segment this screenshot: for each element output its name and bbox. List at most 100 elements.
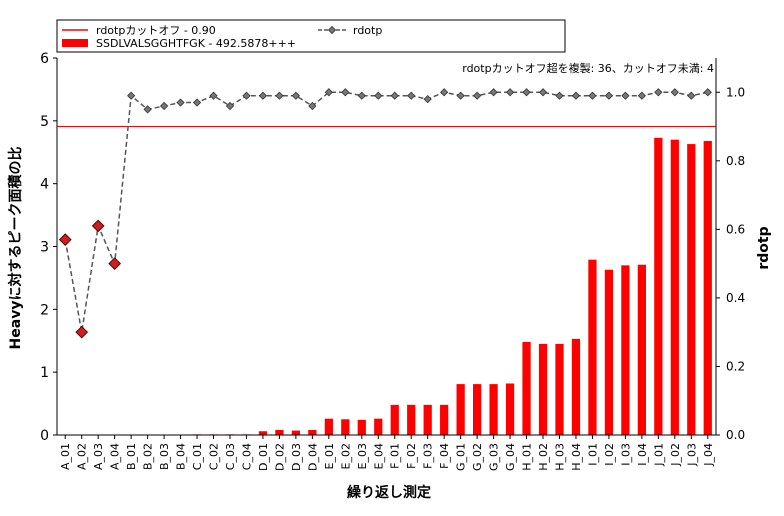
x-tick-label: I_02 xyxy=(603,443,616,466)
bar xyxy=(308,429,317,435)
rdotp-point xyxy=(176,98,185,107)
x-tick-label: G_01 xyxy=(455,443,468,471)
bar xyxy=(407,404,416,435)
x-tick-label: B_01 xyxy=(125,443,138,470)
bar xyxy=(505,383,515,435)
x-tick-label: H_03 xyxy=(553,443,566,471)
rdotp-point xyxy=(225,101,235,111)
rdotp-point xyxy=(571,91,581,100)
rdotp-point xyxy=(357,91,366,100)
legend-box xyxy=(56,19,566,53)
x-tick-label: E_03 xyxy=(356,443,369,469)
y-tick-label: 6 xyxy=(40,51,49,67)
x-tick-label: C_04 xyxy=(240,443,253,470)
rdotp-point xyxy=(127,91,136,100)
rdotp-point-flagged xyxy=(75,325,89,339)
bar xyxy=(341,419,350,435)
x-tick-label: E_02 xyxy=(339,443,352,469)
bar xyxy=(489,384,498,435)
rdotp-point xyxy=(670,88,679,97)
bar xyxy=(357,419,366,435)
y2-tick-label: 0.4 xyxy=(726,291,745,305)
y2-tick-label: 0.6 xyxy=(726,222,745,236)
y-tick-label: 4 xyxy=(40,177,49,193)
bar xyxy=(670,139,679,435)
x-tick-label: E_01 xyxy=(323,443,336,469)
legend-rdotp-label: rdotp xyxy=(353,24,382,37)
x-tick-label: C_01 xyxy=(191,443,204,470)
rdotp-point xyxy=(505,88,515,97)
x-tick-label: B_02 xyxy=(142,443,155,470)
x-tick-label: I_01 xyxy=(586,443,599,466)
rdotp-point xyxy=(456,91,465,100)
bar xyxy=(555,343,564,435)
rdotp-point xyxy=(390,91,399,100)
x-tick-label: J_03 xyxy=(685,443,698,467)
rdotp-point xyxy=(341,88,350,97)
legend-rdotp-marker xyxy=(327,25,337,35)
rdotp-point xyxy=(209,91,218,100)
rdotp-series-line xyxy=(64,91,708,333)
x-tick-label: J_02 xyxy=(669,443,682,467)
rdotp-point-flagged xyxy=(108,257,122,271)
rdotp-point xyxy=(555,91,564,100)
legend-cutoff-label: rdotpカットオフ - 0.90 xyxy=(96,24,216,37)
x-tick-label: F_04 xyxy=(438,443,451,469)
legend-bar-label: SSDLVALSGGHTFGK - 492.5878+++ xyxy=(96,37,296,50)
legend-bar-swatch xyxy=(62,39,88,47)
rdotp-point xyxy=(522,88,531,97)
x-tick-label: A_04 xyxy=(109,443,122,470)
y-axis-label: Heavyに対するピーク面積の比 xyxy=(7,147,24,350)
x-tick-label: I_03 xyxy=(619,443,632,466)
bar xyxy=(258,431,268,435)
bar xyxy=(374,418,383,435)
bar xyxy=(472,384,482,435)
bar xyxy=(687,144,696,435)
rdotp-point xyxy=(637,91,646,100)
bar xyxy=(654,137,663,435)
x-tick-label: A_03 xyxy=(92,443,105,470)
bar xyxy=(538,343,548,435)
x-tick-label: G_03 xyxy=(488,443,501,471)
x-tick-label: C_02 xyxy=(208,443,221,470)
y-tick-label: 5 xyxy=(40,114,49,130)
rdotp-point xyxy=(374,91,383,100)
rdotp-point-flagged xyxy=(58,233,72,247)
x-tick-label: H_04 xyxy=(570,443,583,471)
x-tick-label: H_02 xyxy=(537,443,550,471)
x-tick-label: D_02 xyxy=(273,443,286,471)
rdotp-point xyxy=(192,98,202,107)
axes-layer: 0 1 2 3 4 5 6 0.0 0.2 0.4 0.6 0.8 1.0 A_01 A_02 A_03 A_0… xyxy=(40,51,745,471)
x-tick-label: I_04 xyxy=(636,443,649,466)
x-tick-label: D_03 xyxy=(290,443,303,471)
x-tick-label: B_04 xyxy=(175,443,188,470)
rdotp-point xyxy=(275,91,284,100)
y2-tick-label: 1.0 xyxy=(726,85,745,99)
x-axis-label: 繰り返し測定 xyxy=(347,484,431,501)
rdotp-point xyxy=(654,88,663,97)
bar xyxy=(440,404,449,435)
rdotp-point xyxy=(143,105,152,114)
rdotp-point xyxy=(308,101,317,111)
rdotp-point xyxy=(588,91,597,100)
rdotp-point xyxy=(258,91,268,100)
rdotp-point xyxy=(423,95,432,104)
chart-annotation: rdotpカットオフ超を複製: 36、カットオフ未満: 4 xyxy=(462,61,714,75)
rdotp-point xyxy=(291,91,300,100)
bar xyxy=(522,342,531,435)
bars-layer xyxy=(192,137,712,435)
rdotp-point xyxy=(604,91,614,100)
x-tick-label: D_04 xyxy=(306,443,319,471)
x-tick-label: E_04 xyxy=(372,443,385,469)
rdotp-point xyxy=(159,101,169,111)
y2-tick-label: 0.8 xyxy=(726,154,745,168)
x-tick-label: A_01 xyxy=(59,443,72,470)
rdotp-point xyxy=(407,91,416,100)
x-tick-label: F_01 xyxy=(389,443,402,469)
x-tick-label: J_04 xyxy=(702,443,715,467)
bar xyxy=(291,430,301,435)
rdotp-point xyxy=(703,88,712,97)
bar xyxy=(390,404,399,435)
y2-tick-label: 0.2 xyxy=(726,359,745,373)
